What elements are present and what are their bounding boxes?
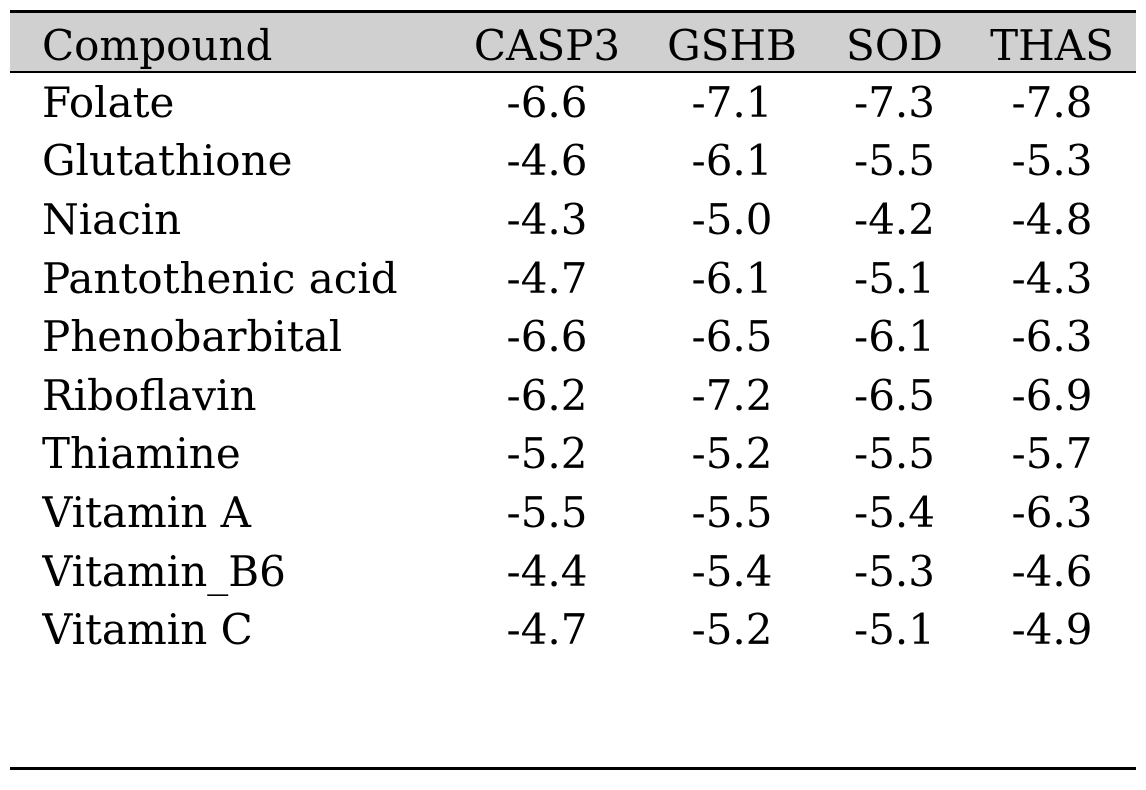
thas-value: -4.6 <box>1011 546 1093 596</box>
gshb-value: -5.4 <box>691 546 773 596</box>
thas-value: -5.7 <box>1011 429 1093 479</box>
column-header-thas: THAS <box>990 20 1114 70</box>
compound-name: Vitamin C <box>42 605 253 655</box>
table-row: Vitamin_B6 -4.4 -5.4 -5.3 -4.6 <box>42 542 1132 601</box>
gshb-value: -7.2 <box>691 370 773 420</box>
sod-value: -6.1 <box>854 312 935 362</box>
table-header: Compound CASP3 GSHB SOD THAS <box>42 13 1132 73</box>
table-row: Phenobarbital -6.6 -6.5 -6.1 -6.3 <box>42 307 1132 366</box>
table-row: Vitamin A -5.5 -5.5 -5.4 -6.3 <box>42 483 1132 542</box>
sod-value: -5.1 <box>854 253 935 303</box>
casp3-value: -4.6 <box>506 136 588 186</box>
column-header-casp3: CASP3 <box>473 20 621 70</box>
casp3-value: -5.5 <box>506 487 588 537</box>
compound-name: Phenobarbital <box>42 312 343 362</box>
casp3-value: -6.6 <box>506 312 588 362</box>
sod-value: -5.3 <box>854 546 935 596</box>
compound-name: Vitamin_B6 <box>42 546 286 596</box>
table-row: Niacin -4.3 -5.0 -4.2 -4.8 <box>42 190 1132 249</box>
thas-value: -4.8 <box>1011 194 1093 244</box>
table-row: Pantothenic acid -4.7 -6.1 -5.1 -4.3 <box>42 249 1132 308</box>
gshb-value: -5.5 <box>691 487 773 537</box>
sod-value: -5.4 <box>854 487 935 537</box>
compound-name: Thiamine <box>42 429 241 479</box>
table-body: Folate -6.6 -7.1 -7.3 -7.8 Glutathione -… <box>42 73 1132 659</box>
casp3-value: -5.2 <box>506 429 588 479</box>
table-row: Thiamine -5.2 -5.2 -5.5 -5.7 <box>42 425 1132 484</box>
casp3-value: -6.2 <box>506 370 588 420</box>
gshb-value: -6.1 <box>691 136 773 186</box>
compound-name: Glutathione <box>42 136 293 186</box>
column-header-compound: Compound <box>42 20 273 70</box>
thas-value: -6.3 <box>1011 487 1093 537</box>
thas-value: -5.3 <box>1011 136 1093 186</box>
sod-value: -5.5 <box>854 136 935 186</box>
column-header-sod: SOD <box>846 20 943 70</box>
table-top-rule <box>10 10 1136 13</box>
casp3-value: -4.4 <box>506 546 588 596</box>
compound-name: Pantothenic acid <box>42 253 398 303</box>
casp3-value: -4.7 <box>506 253 588 303</box>
thas-value: -6.3 <box>1011 312 1093 362</box>
casp3-value: -4.7 <box>506 605 588 655</box>
gshb-value: -5.2 <box>691 429 773 479</box>
table-header-band <box>10 13 1136 71</box>
sod-value: -4.2 <box>854 194 935 244</box>
table-row: Folate -6.6 -7.1 -7.3 -7.8 <box>42 73 1132 132</box>
header-row: Compound CASP3 GSHB SOD THAS <box>42 13 1132 73</box>
compound-name: Niacin <box>42 194 182 244</box>
table-bottom-rule <box>10 767 1136 770</box>
thas-value: -4.9 <box>1011 605 1093 655</box>
gshb-value: -6.5 <box>691 312 773 362</box>
thas-value: -7.8 <box>1011 77 1093 127</box>
compound-name: Riboflavin <box>42 370 257 420</box>
table-row: Riboflavin -6.2 -7.2 -6.5 -6.9 <box>42 366 1132 425</box>
docking-scores-table: Compound CASP3 GSHB SOD THAS Folate -6.6… <box>42 13 1132 659</box>
sod-value: -6.5 <box>854 370 935 420</box>
sod-value: -5.5 <box>854 429 935 479</box>
table-row: Vitamin C -4.7 -5.2 -5.1 -4.9 <box>42 600 1132 659</box>
gshb-value: -7.1 <box>691 77 773 127</box>
sod-value: -7.3 <box>854 77 935 127</box>
table-row: Glutathione -4.6 -6.1 -5.5 -5.3 <box>42 132 1132 191</box>
compound-name: Vitamin A <box>42 487 251 537</box>
table-header-rule <box>10 71 1136 73</box>
column-header-gshb: GSHB <box>667 20 797 70</box>
casp3-value: -4.3 <box>506 194 588 244</box>
casp3-value: -6.6 <box>506 77 588 127</box>
thas-value: -6.9 <box>1011 370 1093 420</box>
compound-name: Folate <box>42 77 175 127</box>
thas-value: -4.3 <box>1011 253 1093 303</box>
gshb-value: -6.1 <box>691 253 773 303</box>
sod-value: -5.1 <box>854 605 935 655</box>
gshb-value: -5.0 <box>691 194 773 244</box>
gshb-value: -5.2 <box>691 605 773 655</box>
